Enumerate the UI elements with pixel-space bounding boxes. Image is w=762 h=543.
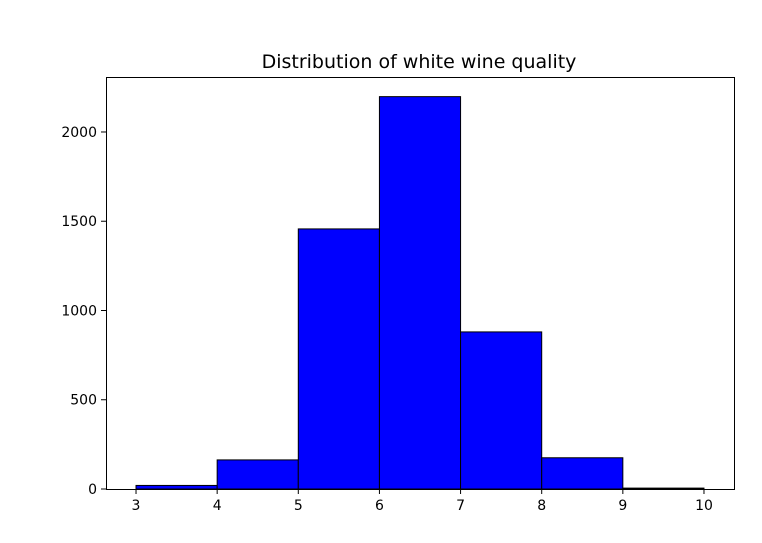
y-tick-label-500: 500 xyxy=(70,393,97,409)
y-tick-label-0: 0 xyxy=(88,482,97,498)
x-tick-label-6: 6 xyxy=(375,498,384,514)
histogram-bar-8-9 xyxy=(541,457,624,490)
histogram-bar-4-5 xyxy=(216,459,299,490)
bars-group xyxy=(135,96,705,490)
histogram-bar-9-10 xyxy=(622,487,705,490)
x-tick-label-7: 7 xyxy=(456,498,465,514)
histogram-bar-7-8 xyxy=(460,331,543,490)
x-tick-label-10: 10 xyxy=(695,498,713,514)
plot-frame xyxy=(106,77,735,490)
x-axis: 3 4 5 6 7 8 9 10 xyxy=(132,489,713,514)
y-tick-label-1500: 1500 xyxy=(61,214,97,230)
y-axis: 0 500 1000 1500 2000 xyxy=(61,125,106,498)
x-tick-label-4: 4 xyxy=(213,498,222,514)
y-tick-label-1000: 1000 xyxy=(61,303,97,319)
x-tick-label-8: 8 xyxy=(537,498,546,514)
histogram-bar-3-4 xyxy=(135,484,218,490)
chart-title: Distribution of white wine quality xyxy=(262,51,577,73)
histogram-bar-5-6 xyxy=(297,228,380,490)
y-tick-label-2000: 2000 xyxy=(61,125,97,141)
histogram-bar-6-7 xyxy=(378,96,462,490)
x-tick-label-5: 5 xyxy=(294,498,303,514)
x-tick-label-9: 9 xyxy=(618,498,627,514)
x-tick-label-3: 3 xyxy=(132,498,141,514)
